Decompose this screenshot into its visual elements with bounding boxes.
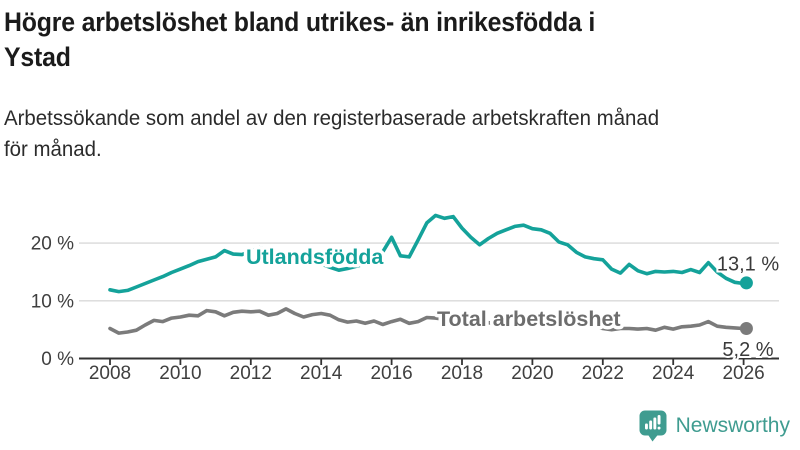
series-end-dot	[739, 321, 753, 335]
series-line-total-arbetsl-shet	[108, 307, 749, 335]
subtitle-line-1: Arbetssökande som andel av den registerb…	[4, 106, 660, 130]
y-axis-tick-label: 0 %	[41, 349, 74, 370]
logo-text: Newsworthy	[675, 414, 790, 437]
x-axis-tick-label: 2018	[441, 363, 483, 384]
subtitle-line-2: för månad.	[4, 137, 102, 162]
end-value-label: 5,2 %	[722, 339, 773, 361]
title-line-1: Högre arbetslöshet bland utrikes- än inr…	[4, 7, 596, 37]
title-line-2: Ystad	[4, 41, 71, 72]
bar-chart-speech-bubble-icon	[639, 410, 667, 442]
series-label: Utlandsfödda	[246, 245, 384, 269]
series-end-dot	[739, 276, 753, 290]
x-axis-tick-label: 2016	[370, 363, 412, 384]
y-axis-tick-label: 20 %	[31, 234, 74, 255]
series-label: Total arbetslöshet	[437, 307, 621, 331]
x-axis-tick-label: 2010	[159, 363, 201, 384]
x-axis-tick-label: 2024	[652, 363, 695, 384]
x-axis-tick-label: 2012	[230, 363, 272, 384]
page-title: Högre arbetslöshet bland utrikes- än inr…	[4, 5, 758, 74]
x-axis-tick-label: 2026	[722, 363, 764, 384]
chart-subtitle: Arbetssökande som andel av den registerb…	[4, 103, 783, 165]
x-axis-tick-label: 2022	[582, 363, 624, 384]
x-axis-tick-label: 2020	[511, 363, 553, 384]
newsworthy-logo[interactable]: Newsworthy	[638, 410, 790, 442]
x-axis-tick-label: 2014	[300, 363, 343, 384]
unemployment-line-chart: 0 % 10 % 20 % 2008 2010 2012 2014 2016 2018 2020 2…	[31, 213, 781, 384]
series-line-utlandsf-dda	[108, 213, 749, 294]
end-value-label: 13,1 %	[717, 253, 779, 275]
y-axis-tick-label: 10 %	[31, 291, 74, 312]
x-axis-tick-label: 2008	[89, 363, 131, 384]
